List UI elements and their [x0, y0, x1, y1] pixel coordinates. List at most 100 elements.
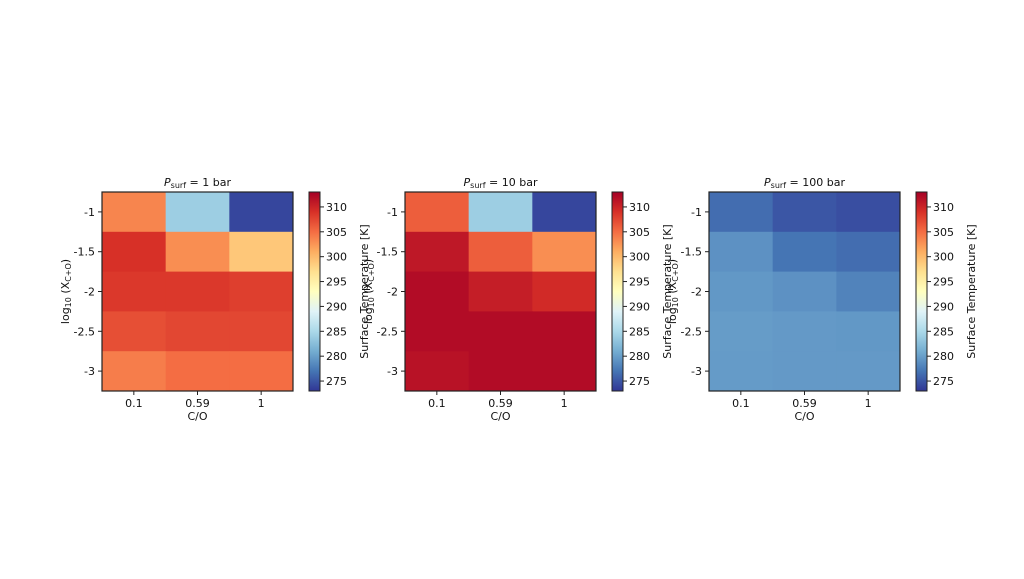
- y-tick-label: -3: [387, 365, 398, 378]
- x-tick-label: 0.1: [732, 397, 750, 410]
- colorbar-tick-label: 305: [629, 226, 650, 239]
- panel-1: Psurf = 1 bar -1 -1.5 -2 -2.5 -3 0.1 0.59 1 C/O lo…: [59, 176, 371, 423]
- y-axis-label: log10 (XC+O): [666, 259, 680, 324]
- heatmap-cell: [709, 311, 774, 352]
- heatmap-cell: [836, 351, 901, 392]
- colorbar-gradient: [611, 191, 624, 392]
- heatmap-cell: [532, 192, 597, 233]
- heatmap-cell: [709, 192, 774, 233]
- y-tick-label: -3: [84, 365, 95, 378]
- ylabel-mid: (X: [362, 281, 375, 297]
- heatmap-cell: [836, 231, 901, 273]
- ylabel-close: ): [666, 259, 679, 263]
- ylabel-mid: (X: [59, 281, 72, 297]
- heatmap-cell: [468, 351, 533, 392]
- y-tick-label: -1.5: [377, 246, 398, 259]
- colorbar-tick-label: 300: [326, 251, 347, 264]
- x-tick-label: 0.59: [488, 397, 513, 410]
- ylabel-sub: 10: [64, 297, 73, 307]
- y-axis-label: log10 (XC+O): [362, 259, 376, 324]
- panel-3: Psurf = 100 bar -1 -1.5 -2 -2.5 -3 0.1 0.59 1 C/O…: [666, 176, 978, 423]
- heatmap-cell: [836, 271, 901, 312]
- x-axis-label: C/O: [490, 410, 510, 423]
- heatmap-cell: [165, 192, 230, 233]
- colorbar-tick-label: 310: [933, 201, 954, 214]
- colorbar-tick-label: 290: [629, 300, 650, 313]
- colorbar-tick-label: 310: [629, 201, 650, 214]
- x-tick-label: 1: [258, 397, 265, 410]
- heatmap-cell: [836, 311, 901, 352]
- heatmap-cell: [532, 271, 597, 312]
- title-sub: surf: [771, 181, 787, 190]
- ylabel-log: log: [59, 307, 72, 324]
- heatmap-cell: [165, 231, 230, 273]
- title-rest: = 1 bar: [186, 176, 231, 189]
- heatmap-cell: [102, 271, 167, 312]
- heatmap-cell: [405, 351, 470, 392]
- colorbar-tick-label: 285: [629, 325, 650, 338]
- title-sub: surf: [171, 181, 187, 190]
- x-tick-label: 1: [865, 397, 872, 410]
- x-tick-label: 0.59: [792, 397, 817, 410]
- heatmap-cell: [468, 271, 533, 312]
- ylabel-close: ): [59, 259, 72, 263]
- colorbar-label: Surface Temperature [K]: [965, 224, 978, 358]
- colorbar-tick-label: 305: [933, 226, 954, 239]
- heatmap-cell: [772, 351, 837, 392]
- heatmap-cell: [229, 271, 294, 312]
- heatmap-cell: [405, 271, 470, 312]
- y-tick-label: -3: [691, 365, 702, 378]
- colorbar-tick-label: 300: [933, 251, 954, 264]
- panel-2: Psurf = 10 bar -1 -1.5 -2 -2.5 -3 0.1 0.59 1 C/O l…: [362, 176, 674, 423]
- colorbar: 275 280 285 290 295 300 305 310 Surface Temperat…: [611, 191, 674, 392]
- y-tick-label: -1.5: [681, 246, 702, 259]
- y-axis-label: log10 (XC+O): [59, 259, 73, 324]
- x-tick-label: 0.1: [125, 397, 143, 410]
- title-var: P: [164, 176, 171, 189]
- heatmap-cell: [468, 192, 533, 233]
- heatmap-cell: [102, 311, 167, 352]
- colorbar-tick-label: 290: [326, 300, 347, 313]
- title-sub: surf: [470, 181, 486, 190]
- heatmap-cell: [229, 231, 294, 273]
- colorbar-tick-label: 295: [933, 276, 954, 289]
- colorbar-tick-label: 275: [326, 375, 347, 388]
- colorbar-tick-label: 280: [933, 350, 954, 363]
- x-tick-label: 0.59: [185, 397, 210, 410]
- heatmap-cell: [709, 231, 774, 273]
- ylabel-sub: 10: [367, 297, 376, 307]
- x-axis-label: C/O: [187, 410, 207, 423]
- panel-title: Psurf = 100 bar: [764, 176, 845, 190]
- heatmap-cell: [468, 231, 533, 273]
- ylabel-sub2: C+O: [671, 263, 680, 282]
- colorbar-label: Surface Temperature [K]: [661, 224, 674, 358]
- heatmap-cell: [772, 192, 837, 233]
- colorbar: 275 280 285 290 295 300 305 310 Surface Temperat…: [915, 191, 978, 392]
- y-tick-label: -2.5: [377, 325, 398, 338]
- heatmap-cell: [532, 351, 597, 392]
- title-var: P: [764, 176, 771, 189]
- colorbar-tick-label: 285: [933, 325, 954, 338]
- colorbar-tick-label: 280: [326, 350, 347, 363]
- colorbar-tick-label: 305: [326, 226, 347, 239]
- heatmap-cell: [229, 311, 294, 352]
- ylabel-close: ): [362, 259, 375, 263]
- title-rest: = 100 bar: [786, 176, 845, 189]
- heatmap-cell: [405, 311, 470, 352]
- colorbar-tick-label: 290: [933, 300, 954, 313]
- colorbar-tick-label: 275: [933, 375, 954, 388]
- colorbar-tick-label: 280: [629, 350, 650, 363]
- colorbar-gradient: [308, 191, 321, 392]
- ylabel-sub2: C+O: [64, 263, 73, 282]
- colorbar-gradient: [915, 191, 928, 392]
- heatmap-cell: [772, 271, 837, 312]
- colorbar: 275 280 285 290 295 300 305 310 Surface Temperat…: [308, 191, 371, 392]
- heatmap-cell: [102, 231, 167, 273]
- ylabel-mid: (X: [666, 281, 679, 297]
- x-tick-label: 1: [561, 397, 568, 410]
- heatmap-cell: [229, 351, 294, 392]
- colorbar-tick-label: 275: [629, 375, 650, 388]
- heatmap-cell: [229, 192, 294, 233]
- y-tick-label: -1: [84, 206, 95, 219]
- colorbar-label: Surface Temperature [K]: [358, 224, 371, 358]
